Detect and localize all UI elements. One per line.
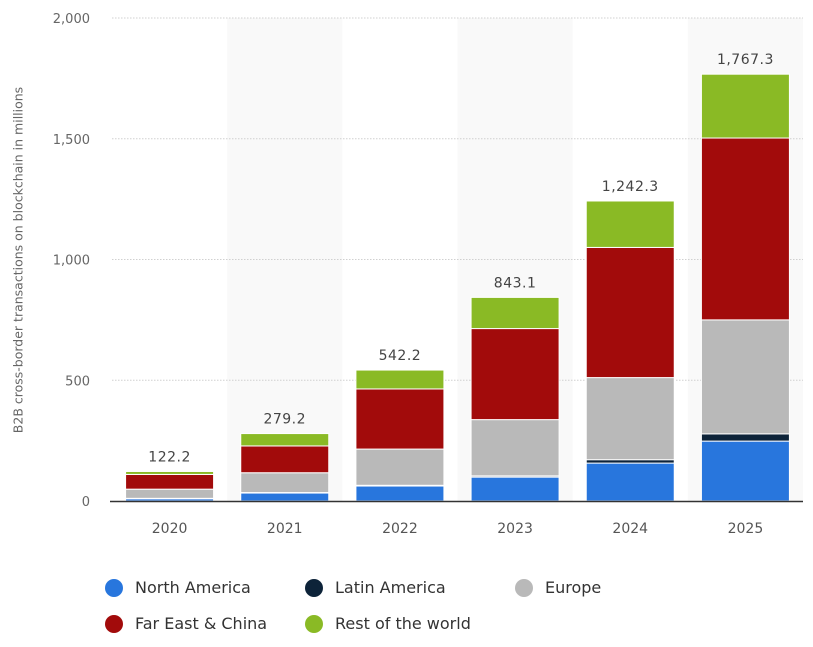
x-tick-label: 2021: [267, 521, 303, 537]
bar-segment-europe[interactable]: [355, 448, 445, 486]
total-label: 279.2: [263, 412, 306, 428]
legend-marker-icon: [305, 578, 323, 597]
x-tick-label: 2020: [152, 521, 188, 537]
bar-segment-far-east-china[interactable]: [355, 388, 445, 450]
y-tick-label: 2,000: [53, 12, 90, 27]
bar-segment-europe[interactable]: [585, 377, 675, 461]
bar-segment-europe[interactable]: [240, 472, 330, 494]
legend-item-north-america[interactable]: North America: [105, 578, 251, 597]
total-label: 542.2: [379, 348, 422, 364]
legend-label: Latin America: [335, 578, 446, 597]
stacked-bar-chart: 0 500 1,000 1,500 2,000 122.2 279.2 542.2 843.1…: [53, 12, 803, 537]
x-axis-ticks: 2020 2021 2022 2023 2024 2025: [152, 521, 763, 537]
bar-segment-north-america[interactable]: [470, 476, 560, 502]
legend-item-latin-america[interactable]: Latin America: [305, 578, 446, 597]
bar-segment-north-america[interactable]: [355, 485, 445, 502]
bar-segment-rest-of-the-world[interactable]: [355, 369, 445, 390]
bar-segment-far-east-china[interactable]: [240, 445, 330, 474]
total-label: 843.1: [494, 275, 537, 291]
bar-segment-far-east-china[interactable]: [125, 473, 215, 490]
bar-segment-far-east-china[interactable]: [585, 246, 675, 379]
bar-segment-north-america[interactable]: [700, 440, 790, 502]
bar-segment-rest-of-the-world[interactable]: [125, 470, 215, 475]
total-labels: 122.2 279.2 542.2 843.1 1,242.3 1,767.3: [148, 52, 774, 465]
gridlines: [112, 17, 803, 381]
bar-segment-far-east-china[interactable]: [470, 328, 560, 421]
legend-item-far-east-china[interactable]: Far East & China: [105, 614, 267, 633]
legend-label: North America: [135, 578, 251, 597]
bar-segment-europe[interactable]: [700, 319, 790, 435]
legend-item-rest-of-the-world[interactable]: Rest of the world: [305, 614, 471, 633]
legend-label: Far East & China: [135, 614, 268, 633]
total-label: 1,767.3: [717, 52, 774, 68]
bar-segment-far-east-china[interactable]: [700, 137, 790, 321]
y-tick-label: 0: [82, 495, 90, 510]
total-label: 122.2: [148, 449, 191, 465]
y-tick-label: 500: [65, 374, 90, 389]
bar-segment-latin-america[interactable]: [700, 433, 790, 442]
legend-marker-icon: [305, 614, 323, 633]
legend-marker-icon: [105, 578, 123, 597]
x-tick-label: 2025: [728, 521, 764, 537]
bar-segment-rest-of-the-world[interactable]: [240, 433, 330, 447]
bar-segment-latin-america[interactable]: [585, 459, 675, 464]
y-tick-label: 1,000: [53, 254, 90, 269]
y-tick-label: 1,500: [53, 133, 90, 148]
legend-item-europe[interactable]: Europe: [515, 578, 601, 597]
x-tick-label: 2024: [612, 521, 648, 537]
total-label: 1,242.3: [602, 179, 659, 195]
bar-segment-north-america[interactable]: [585, 462, 675, 502]
legend-marker-icon: [105, 614, 123, 633]
legend-label: Europe: [545, 578, 602, 597]
x-tick-label: 2023: [497, 521, 533, 537]
bar-segment-europe[interactable]: [470, 419, 560, 477]
bar-segment-rest-of-the-world[interactable]: [585, 200, 675, 248]
legend-label: Rest of the world: [335, 614, 471, 633]
x-tick-label: 2022: [382, 521, 418, 537]
bar-segment-north-america[interactable]: [240, 492, 330, 502]
legend-marker-icon: [515, 578, 533, 597]
bar-segment-rest-of-the-world[interactable]: [700, 73, 790, 139]
y-axis-title: B2B cross-border transactions on blockch…: [10, 86, 26, 434]
y-axis-ticks: 0 500 1,000 1,500 2,000: [53, 12, 90, 510]
bar-segment-europe[interactable]: [125, 488, 215, 499]
bar-segment-rest-of-the-world[interactable]: [470, 296, 560, 330]
